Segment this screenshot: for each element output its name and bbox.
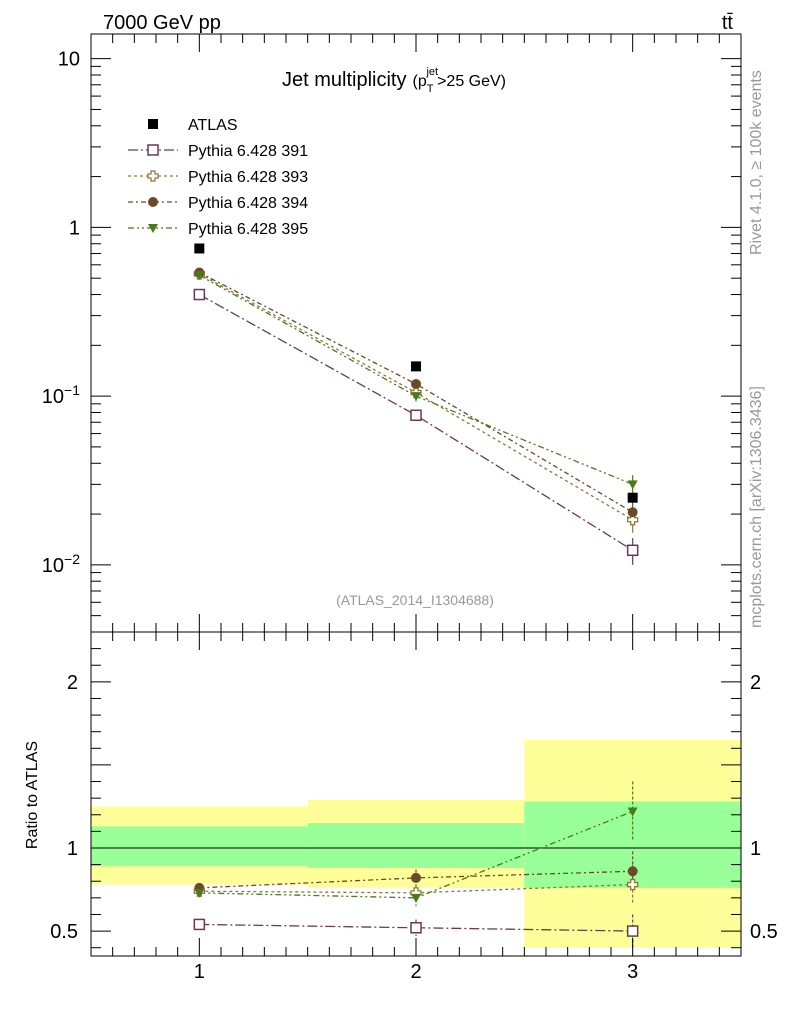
main-point-p395 <box>411 392 421 402</box>
ratio-point-p394 <box>627 866 638 877</box>
ratio-ytick-label-right: 1 <box>750 838 761 860</box>
header-right: tt̄ <box>722 12 734 34</box>
ratio-point-p395 <box>194 888 205 898</box>
xtick-label: 1 <box>194 961 205 983</box>
ratio-point-p395 <box>411 893 421 903</box>
main-ytick-label: 10−1 <box>42 382 80 408</box>
legend-marker-p394 <box>148 197 158 207</box>
xtick-label: 3 <box>627 961 638 983</box>
legend: ATLAS Pythia 6.428 391 Pythia 6.428 393 Pyt… <box>128 117 308 238</box>
band-inner-0 <box>91 826 308 867</box>
ratio-point-p393 <box>627 878 639 891</box>
series-markers <box>193 243 639 937</box>
main-point-p391 <box>626 544 639 557</box>
legend-marker-atlas <box>148 119 158 129</box>
rivet-label: Rivet 4.1.0, ≥ 100k events <box>748 70 765 255</box>
main-ytick-label: 10−2 <box>42 551 80 577</box>
main-ytick-label: 10 <box>58 49 80 71</box>
main-point-atlas <box>411 361 421 372</box>
legend-label-p391: Pythia 6.428 391 <box>188 143 308 160</box>
ratio-point-p394 <box>411 872 421 883</box>
ratio-point-p391 <box>626 925 639 937</box>
main-ytick-label: 1 <box>69 217 80 239</box>
main-point-atlas <box>194 243 205 254</box>
legend-marker-p391 <box>147 144 159 156</box>
ratio-ytick-label-left: 0.5 <box>50 921 78 943</box>
ratio-ytick-label-left: 1 <box>67 838 78 860</box>
ratio-ytick-label-left: 2 <box>67 672 78 694</box>
legend-marker-p393 <box>147 170 159 182</box>
analysis-watermark: (ATLAS_2014_I1304688) <box>336 592 494 608</box>
main-point-atlas <box>627 492 638 503</box>
main-point-p395 <box>194 271 205 281</box>
main-point-p391 <box>410 409 422 422</box>
xtick-label: 2 <box>410 961 421 983</box>
ratio-uncertainty-bands <box>91 740 741 948</box>
ratio-ytick-label-right: 0.5 <box>750 921 778 943</box>
ratio-ytick-label-right: 2 <box>750 672 761 694</box>
ratio-point-p391 <box>193 918 206 931</box>
band-inner-1 <box>307 823 525 868</box>
main-point-p394 <box>411 378 421 389</box>
mcplots-label: mcplots.cern.ch [arXiv:1306.3436] <box>748 386 765 628</box>
main-line-p391 <box>199 293 634 551</box>
main-point-p391 <box>193 288 206 301</box>
chart-title: Jet multiplicity (pTjet>25 GeV) <box>282 66 506 95</box>
legend-label-atlas: ATLAS <box>188 117 238 134</box>
main-point-p394 <box>627 507 638 518</box>
legend-marker-p395 <box>148 224 158 233</box>
ratio-line-p395 <box>199 810 633 899</box>
legend-label-p395: Pythia 6.428 395 <box>188 221 308 238</box>
ratio-ylabel: Ratio to ATLAS <box>24 741 41 849</box>
ratio-point-p391 <box>410 922 422 934</box>
header-left: 7000 GeV pp <box>103 12 221 34</box>
legend-label-p393: Pythia 6.428 393 <box>188 169 308 186</box>
main-point-p395 <box>627 480 638 490</box>
axis-ticks: 10 1 10−1 10−2 0.5 0.5 1 1 2 2 1 2 3 <box>42 34 778 983</box>
ratio-point-p395 <box>627 807 638 817</box>
legend-label-p394: Pythia 6.428 394 <box>188 195 308 212</box>
main-point-p393 <box>627 514 639 526</box>
